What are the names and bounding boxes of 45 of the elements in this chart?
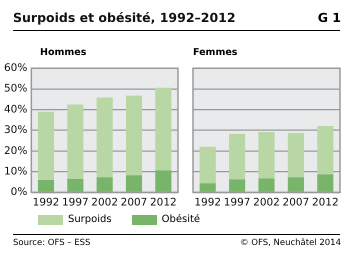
y-tick-label: 40%: [4, 103, 28, 116]
y-tick-label: 60%: [4, 62, 28, 74]
x-tick-label: 2002: [253, 196, 280, 208]
legend-label: Obésité: [162, 214, 200, 225]
x-tick-label: 2012: [312, 196, 339, 208]
bar: [38, 112, 54, 180]
text: G 1: [318, 10, 341, 25]
chart-subtitle: Hommes: [40, 47, 86, 58]
y-tick-label: 20%: [4, 144, 28, 157]
bar: [258, 178, 275, 192]
bar: [200, 183, 216, 192]
bar: [126, 96, 142, 176]
text: © OFS, Neuchâtel 2014: [240, 238, 341, 248]
bar: [67, 178, 84, 192]
bar: [38, 180, 54, 192]
y-tick-label: 50%: [4, 82, 28, 95]
bar: [155, 88, 172, 170]
bar: [126, 175, 142, 192]
bar: [96, 97, 113, 178]
bar: [67, 104, 84, 179]
x-tick-label: 1992: [32, 196, 60, 208]
bar: [258, 132, 275, 178]
x-tick-label: 1997: [224, 196, 250, 208]
bar: [317, 174, 334, 192]
x-tick-label: 2002: [91, 196, 118, 208]
legend-label: Surpoids: [68, 214, 112, 225]
y-tick-label: 30%: [4, 124, 28, 136]
bar: [96, 177, 113, 192]
source-note: Source: OFS – ESS: [13, 238, 90, 248]
bar: [317, 126, 334, 174]
y-tick-label: 10%: [4, 165, 28, 178]
chart-title: Femmes: [193, 47, 238, 58]
bar: [288, 133, 304, 178]
y-tick-label: 0%: [10, 186, 28, 198]
bar: [200, 146, 216, 184]
x-tick-label: 2012: [150, 196, 177, 208]
bar: [155, 170, 172, 192]
chart-title: Surpoids et obésité, 1992–2012: [13, 10, 236, 25]
bar: [229, 179, 246, 192]
bar: [229, 134, 246, 180]
x-tick-label: 1992: [194, 196, 222, 208]
x-tick-label: 2007: [120, 196, 148, 208]
x-tick-label: 1997: [62, 196, 89, 208]
bar: [288, 177, 304, 192]
x-tick-label: 2007: [282, 196, 310, 208]
